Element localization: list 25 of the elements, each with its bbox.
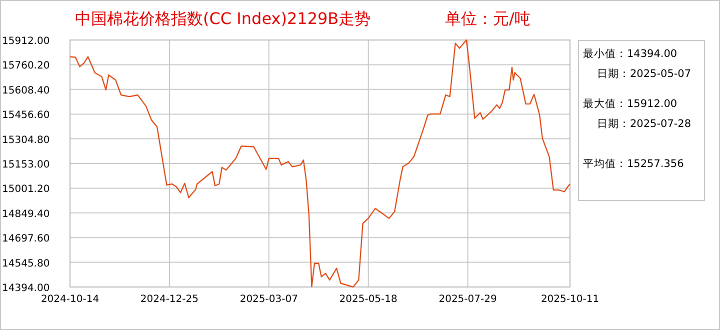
text: 最小值：14394.00 (583, 47, 678, 60)
text: 平均值：15257.356 (583, 158, 684, 170)
text: 日期：2025-05-07 (597, 68, 692, 80)
x-tick-label: 2024-10-14 (40, 294, 100, 305)
y-tick-label: 15760.20 (2, 60, 50, 72)
x-tick-label: 2025-03-07 (240, 294, 298, 305)
chart-subtitle: 单位：元/吨 (445, 9, 530, 28)
y-tick-label: 15153.00 (2, 160, 50, 170)
y-tick-label: 14545.80 (2, 258, 50, 270)
y-tick-label: 15608.40 (2, 85, 50, 96)
line-series (69, 39, 571, 288)
y-tick-label: 14697.60 (2, 234, 50, 245)
x-tick-label: 2024-12-25 (140, 294, 199, 305)
y-tick-label: 14849.40 (2, 208, 50, 220)
x-tick-label: 2025-10-11 (540, 294, 600, 305)
y-tick-label: 15001.20 (2, 184, 50, 196)
y-tick-label: 15304.80 (2, 134, 50, 146)
text: 日期：2025-07-28 (597, 118, 692, 130)
x-tick-label: 2025-05-18 (339, 294, 398, 305)
y-tick-label: 15456.60 (2, 110, 50, 122)
chart-title: 中国棉花价格指数(CC Index)2129B走势 (75, 9, 371, 28)
text: 最大值：15912.00 (583, 97, 678, 110)
x-tick-label: 2025-07-29 (438, 294, 497, 305)
y-tick-label: 15912.00 (2, 36, 50, 47)
y-tick-label: 14394.00 (2, 283, 50, 294)
